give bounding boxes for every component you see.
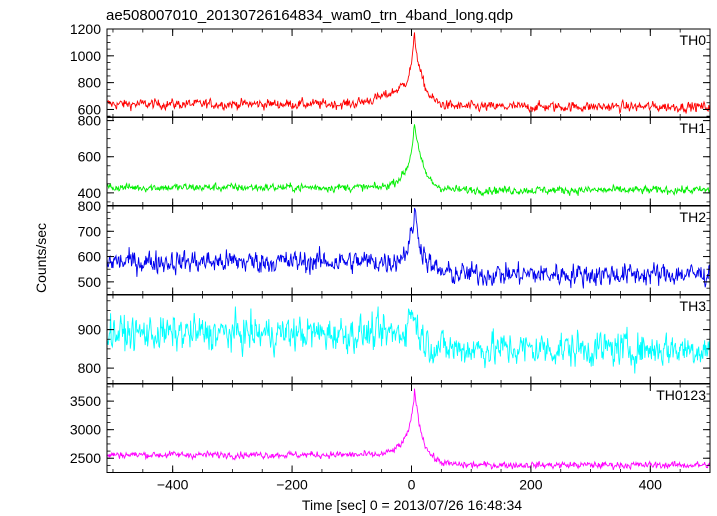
x-tick-label: 400 (639, 477, 663, 493)
panel-label: TH1 (680, 120, 707, 136)
panel-th0: 600 800 1000 1200 TH0 (70, 21, 711, 118)
series-th0123-line (107, 388, 710, 471)
y-tick-label: 600 (78, 149, 102, 165)
x-tick-label: −400 (157, 477, 189, 493)
x-axis-label: Time [sec] 0 = 2013/07/26 16:48:34 (302, 497, 522, 513)
series-th0-line (107, 32, 710, 115)
panel-th2: 500 600 700 800 TH2 (78, 198, 711, 295)
panel-frame (106, 28, 711, 118)
panel-frame (106, 116, 711, 206)
panel-frame (106, 383, 711, 473)
panel-th3: 800 900 TH3 (78, 294, 711, 384)
y-tick-label: 3000 (70, 422, 101, 438)
panel-label: TH0 (680, 32, 707, 48)
y-tick-label: 600 (78, 101, 102, 117)
panel-th1: 400 600 800 TH1 (78, 113, 711, 206)
y-tick-label: 900 (78, 322, 102, 338)
panel-label: TH0123 (656, 387, 706, 403)
series-th2-line (107, 207, 710, 289)
series-th3-line (107, 306, 710, 374)
y-tick-label: 700 (78, 223, 102, 239)
y-tick-label: 600 (78, 249, 102, 265)
chart-title: ae508007010_20130726164834_wam0_trn_4ban… (106, 7, 513, 24)
y-tick-label: 800 (78, 360, 102, 376)
y-tick-label: 800 (78, 113, 102, 129)
y-tick-label: 800 (78, 75, 102, 91)
y-tick-label: 400 (78, 185, 102, 201)
panel-label: TH3 (680, 298, 707, 314)
x-axis: −400 −200 0 200 400 (157, 477, 662, 493)
y-axis-label: Counts/sec (33, 223, 49, 293)
y-tick-label: 800 (78, 198, 102, 214)
x-tick-label: −200 (276, 477, 308, 493)
y-tick-label: 1200 (70, 21, 101, 37)
y-tick-label: 2500 (70, 450, 101, 466)
y-tick-label: 1000 (70, 48, 101, 64)
panel-th0123: 2500 3000 3500 TH0123 (70, 383, 711, 473)
x-tick-label: 0 (408, 477, 416, 493)
y-tick-label: 500 (78, 274, 102, 290)
y-tick-label: 3500 (70, 393, 101, 409)
series-th1-line (107, 124, 710, 197)
panel-frame (106, 294, 711, 384)
panel-label: TH2 (680, 209, 707, 225)
x-tick-label: 200 (519, 477, 543, 493)
